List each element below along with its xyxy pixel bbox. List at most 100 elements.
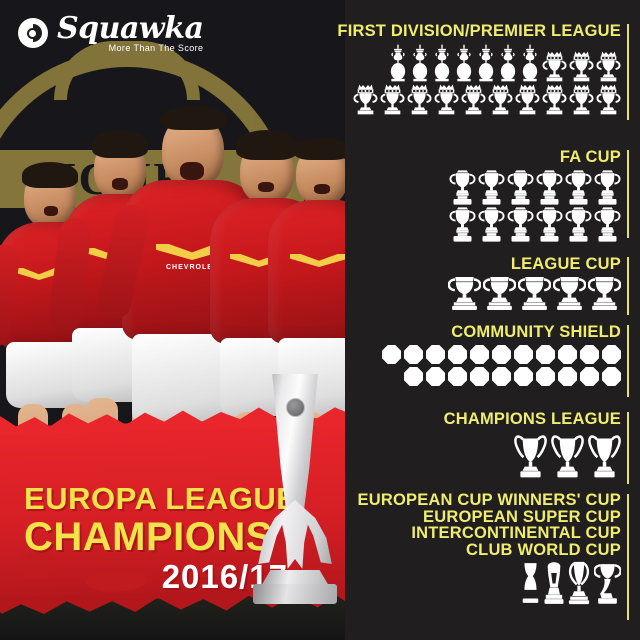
community-shield-disc-icon	[514, 367, 533, 386]
section-community-shield: COMMUNITY SHIELD	[382, 323, 629, 397]
community-shield-disc-icon	[514, 345, 533, 364]
shield-rows	[382, 345, 621, 386]
section-other-trophies: EUROPEAN CUP WINNERS' CUP EUROPEAN SUPER…	[357, 491, 629, 620]
fa-cup-trophy-icon	[449, 207, 476, 242]
champions-league-trophy-icon	[588, 432, 621, 478]
section-fa-cup: FA CUP	[449, 148, 629, 242]
section-heading: INTERCONTINENTAL CUP	[411, 524, 621, 542]
trophy-row	[449, 170, 621, 205]
community-shield-disc-icon	[426, 345, 445, 364]
shield-row	[404, 367, 621, 386]
section-divider	[627, 150, 629, 238]
fa-cup-trophy-icon	[594, 207, 621, 242]
banner-title-block: EUROPA LEAGUE CHAMPIONS 2016/17	[0, 482, 345, 596]
first-division-trophy-icon	[410, 44, 430, 82]
brand-name: Squawka	[57, 10, 204, 46]
trophy-row	[353, 84, 621, 115]
premier-league-trophy-icon	[542, 84, 567, 115]
section-league-cup: LEAGUE CUP	[448, 255, 629, 315]
trophy-rows	[358, 561, 621, 605]
premier-league-trophy-icon	[488, 84, 513, 115]
fa-cup-trophy-icon	[478, 207, 505, 242]
banner-title-line2: CHAMPIONS	[24, 515, 273, 559]
section-heading: FA CUP	[559, 148, 621, 166]
fa-cup-trophy-icon	[507, 170, 534, 205]
section-divider	[627, 257, 629, 315]
premier-league-trophy-icon	[542, 51, 567, 82]
league-cup-trophy-icon	[553, 277, 586, 310]
community-shield-disc-icon	[492, 367, 511, 386]
champions-league-trophy-icon	[551, 432, 584, 478]
community-shield-disc-icon	[580, 367, 599, 386]
europa-league-trophy-icon	[243, 374, 345, 626]
community-shield-disc-icon	[536, 345, 555, 364]
league-cup-trophy-icon	[448, 277, 481, 310]
fa-cup-trophy-icon	[594, 170, 621, 205]
league-cup-trophy-icon	[588, 277, 621, 310]
premier-league-trophy-icon	[596, 51, 621, 82]
trophy-row	[521, 561, 621, 605]
community-shield-disc-icon	[448, 345, 467, 364]
first-division-trophy-icon	[498, 44, 518, 82]
premier-league-trophy-icon	[407, 84, 432, 115]
fa-cup-trophy-icon	[536, 170, 563, 205]
section-first-division-premier-league: FIRST DIVISION/PREMIER LEAGUE	[337, 22, 629, 120]
community-shield-disc-icon	[558, 367, 577, 386]
squawka-logo[interactable]: Squawka More Than The Score	[18, 10, 204, 54]
section-heading: COMMUNITY SHIELD	[451, 323, 621, 341]
champions-league-trophy-icon	[514, 432, 547, 478]
trophy-row	[514, 432, 621, 478]
fa-cup-trophy-icon	[478, 170, 505, 205]
hero-photo-panel: NCHES	[0, 0, 345, 640]
community-shield-disc-icon	[448, 367, 467, 386]
community-shield-disc-icon	[426, 367, 445, 386]
premier-league-trophy-icon	[461, 84, 486, 115]
community-shield-disc-icon	[404, 367, 423, 386]
league-cup-trophy-icon	[483, 277, 516, 310]
banner-title-line1: EUROPA LEAGUE	[24, 481, 298, 516]
shield-row	[382, 345, 621, 364]
community-shield-disc-icon	[492, 345, 511, 364]
community-shield-disc-icon	[404, 345, 423, 364]
trophy-row	[448, 277, 621, 310]
section-heading: EUROPEAN SUPER CUP	[423, 507, 621, 526]
premier-league-trophy-icon	[596, 84, 621, 115]
first-division-trophy-icon	[476, 44, 496, 82]
fa-cup-trophy-icon	[536, 207, 563, 242]
squawka-circle-icon	[18, 18, 48, 48]
premier-league-trophy-icon	[434, 84, 459, 115]
premier-league-trophy-icon	[353, 84, 378, 115]
section-divider	[627, 494, 629, 620]
community-shield-disc-icon	[536, 367, 555, 386]
fa-cup-trophy-icon	[507, 207, 534, 242]
community-shield-disc-icon	[382, 345, 401, 364]
section-heading: CHAMPIONS LEAGUE	[443, 410, 621, 428]
brand-tagline: More Than The Score	[108, 42, 204, 53]
section-heading: FIRST DIVISION/PREMIER LEAGUE	[337, 22, 621, 40]
trophy-row	[449, 207, 621, 242]
club-world-cup-trophy-icon	[594, 561, 621, 605]
trophy-rows	[337, 44, 621, 115]
fa-cup-trophy-icon	[565, 207, 592, 242]
community-shield-disc-icon	[580, 345, 599, 364]
section-champions-league: CHAMPIONS LEAGUE	[443, 410, 629, 484]
community-shield-disc-icon	[602, 345, 621, 364]
trophy-rows	[448, 277, 621, 310]
section-heading: CLUB WORLD CUP	[466, 540, 621, 559]
community-shield-disc-icon	[558, 345, 577, 364]
section-divider	[627, 325, 629, 397]
premier-league-trophy-icon	[515, 84, 540, 115]
trophy-rows	[449, 170, 621, 242]
section-heading: LEAGUE CUP	[510, 255, 621, 273]
first-division-trophy-icon	[432, 44, 452, 82]
section-heading: EUROPEAN CUP WINNERS' CUP	[357, 491, 621, 509]
european-super-cup-trophy-icon	[544, 561, 564, 605]
premier-league-trophy-icon	[569, 84, 594, 115]
community-shield-disc-icon	[602, 367, 621, 386]
community-shield-disc-icon	[470, 367, 489, 386]
premier-league-trophy-icon	[380, 84, 405, 115]
first-division-trophy-icon	[520, 44, 540, 82]
league-cup-trophy-icon	[518, 277, 551, 310]
premier-league-trophy-icon	[569, 51, 594, 82]
